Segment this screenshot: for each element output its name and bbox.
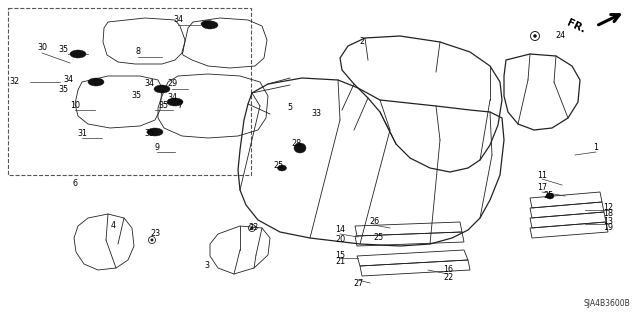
Text: 8: 8 (136, 48, 141, 56)
Text: 24: 24 (555, 32, 565, 41)
Ellipse shape (294, 143, 306, 153)
Ellipse shape (278, 165, 287, 171)
Text: 35: 35 (158, 101, 168, 110)
Text: 17: 17 (537, 183, 547, 192)
Text: 15: 15 (335, 250, 345, 259)
Text: 21: 21 (335, 257, 345, 266)
Bar (8, 8, 251, 175)
Text: 7: 7 (177, 101, 182, 110)
Text: 2: 2 (360, 38, 365, 47)
Text: 34: 34 (167, 93, 177, 102)
Text: 23: 23 (248, 224, 258, 233)
Text: 34: 34 (63, 75, 73, 84)
Text: 12: 12 (603, 203, 613, 211)
Text: 30: 30 (37, 43, 47, 53)
Text: 23: 23 (150, 229, 160, 239)
Text: 14: 14 (335, 226, 345, 234)
Text: 18: 18 (603, 210, 613, 219)
Ellipse shape (147, 128, 163, 136)
Text: 25: 25 (373, 233, 383, 241)
Circle shape (151, 239, 153, 241)
Text: 25: 25 (543, 191, 553, 201)
Text: 11: 11 (537, 170, 547, 180)
Text: 13: 13 (603, 217, 613, 226)
Text: 25: 25 (274, 161, 284, 170)
Ellipse shape (154, 85, 170, 93)
Ellipse shape (202, 21, 218, 29)
Text: 9: 9 (154, 144, 159, 152)
Ellipse shape (88, 78, 104, 86)
Text: 33: 33 (311, 109, 321, 118)
Text: 29: 29 (167, 79, 177, 88)
Circle shape (534, 34, 536, 38)
Text: 32: 32 (9, 78, 19, 86)
Text: 4: 4 (111, 220, 115, 229)
Text: 6: 6 (72, 179, 77, 188)
Text: 16: 16 (443, 265, 453, 275)
Text: 35: 35 (144, 129, 154, 137)
Text: 34: 34 (144, 79, 154, 88)
Text: 34: 34 (173, 16, 183, 25)
Text: 27: 27 (353, 278, 363, 287)
Text: 1: 1 (593, 144, 598, 152)
Text: FR.: FR. (565, 17, 587, 35)
Text: 35: 35 (58, 85, 68, 93)
Text: 20: 20 (335, 235, 345, 244)
Ellipse shape (70, 50, 86, 58)
Text: 35: 35 (58, 46, 68, 55)
Text: 35: 35 (131, 92, 141, 100)
Text: 26: 26 (369, 217, 379, 226)
Text: 22: 22 (443, 273, 453, 283)
Text: 31: 31 (77, 129, 87, 137)
Ellipse shape (167, 98, 183, 106)
Text: 10: 10 (70, 101, 80, 110)
Circle shape (251, 227, 253, 229)
Text: 28: 28 (291, 138, 301, 147)
Text: 5: 5 (287, 103, 292, 113)
Text: SJA4B3600B: SJA4B3600B (583, 299, 630, 308)
Text: 19: 19 (603, 224, 613, 233)
Text: 3: 3 (205, 261, 209, 270)
Ellipse shape (546, 193, 554, 199)
Ellipse shape (201, 20, 215, 27)
